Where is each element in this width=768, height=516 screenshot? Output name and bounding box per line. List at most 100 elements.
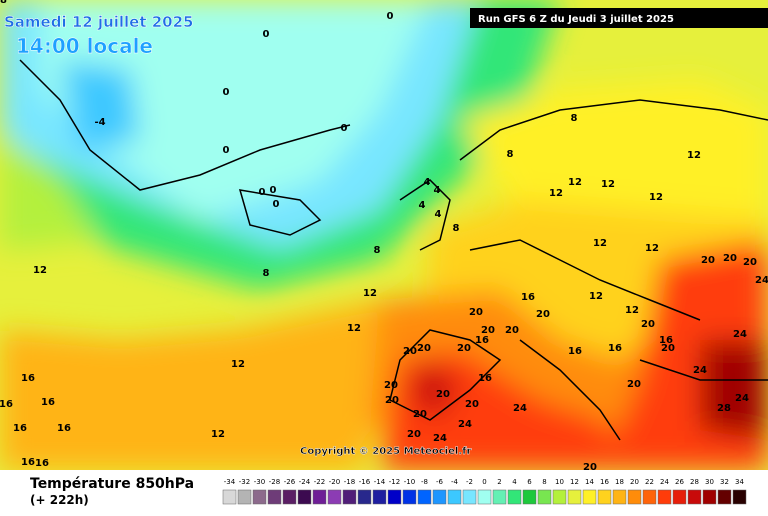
contour-label: 12: [568, 177, 582, 188]
contour-label: 16: [521, 292, 535, 303]
scale-swatch: [387, 489, 402, 505]
contour-label: 16: [568, 346, 582, 357]
run-label: Run GFS 6 Z du Jeudi 3 juillet 2025: [478, 14, 674, 25]
scale-label: 28: [690, 478, 699, 486]
scale-swatch: [252, 489, 267, 505]
contour-label: 0: [273, 199, 280, 210]
scale-label: -20: [329, 478, 340, 486]
contour-label: 0: [270, 185, 277, 196]
scale-label: -2: [466, 478, 473, 486]
contour-label: 20: [465, 399, 479, 410]
scale-label: -16: [359, 478, 371, 486]
scale-swatch: [732, 489, 747, 505]
contour-label: 12: [649, 192, 663, 203]
contour-label: 28: [0, 0, 7, 6]
scale-label: 4: [512, 478, 517, 486]
scale-swatch: [357, 489, 372, 505]
scale-swatch: [282, 489, 297, 505]
scale-label: 6: [527, 478, 532, 486]
contour-label: 12: [625, 305, 639, 316]
contour-label: 12: [231, 359, 245, 370]
contour-label: 16: [608, 343, 622, 354]
contour-label: 24: [433, 433, 447, 444]
scale-swatch: [702, 489, 717, 505]
footer-title: Température 850hPa: [30, 476, 194, 492]
scale-swatch: [552, 489, 567, 505]
scale-label: 12: [570, 478, 579, 486]
contour-label: 24: [735, 393, 749, 404]
scale-swatch: [417, 489, 432, 505]
time-label: 14:00 locale: [16, 34, 153, 58]
contour-label: 20: [457, 343, 471, 354]
scale-label: 16: [600, 478, 609, 486]
scale-swatch: [507, 489, 522, 505]
contour-label: 20: [413, 409, 427, 420]
scale-swatch: [267, 489, 282, 505]
scale-label: 34: [735, 478, 744, 486]
scale-label: 2: [497, 478, 501, 486]
contour-label: 20: [743, 257, 757, 268]
contour-label: 8: [571, 113, 578, 124]
contour-label: 20: [481, 325, 495, 336]
contour-label: 16: [659, 335, 673, 346]
scale-label: -24: [299, 478, 311, 486]
contour-label: 12: [601, 179, 615, 190]
contour-label: 12: [549, 188, 563, 199]
copyright: Copyright © 2025 Meteociel.fr: [300, 446, 471, 457]
scale-swatch: [687, 489, 702, 505]
scale-label: 0: [482, 478, 486, 486]
scale-label: -10: [404, 478, 415, 486]
scale-swatch: [342, 489, 357, 505]
scale-swatch: [237, 489, 252, 505]
contour-label: 16: [21, 457, 35, 468]
scale-swatch: [582, 489, 597, 505]
scale-swatch: [432, 489, 447, 505]
contour-label: 20: [583, 462, 597, 473]
scale-swatch: [717, 489, 732, 505]
temperature-field: [0, 0, 768, 470]
scale-label: 26: [675, 478, 684, 486]
contour-label: 24: [733, 329, 747, 340]
contour-label: 12: [589, 291, 603, 302]
scale-label: -22: [314, 478, 325, 486]
contour-label: 0: [263, 29, 270, 40]
contour-label: 20: [641, 319, 655, 330]
contour-label: 12: [211, 429, 225, 440]
scale-swatch: [567, 489, 582, 505]
contour-label: 16: [35, 458, 49, 469]
scale-swatch: [222, 489, 237, 505]
contour-label: 28: [717, 403, 731, 414]
contour-label: 20: [469, 307, 483, 318]
contour-label: 0: [223, 87, 230, 98]
run-box: [470, 8, 768, 28]
scale-label: 18: [615, 478, 624, 486]
contour-label: 24: [513, 403, 527, 414]
contour-label: 8: [374, 245, 381, 256]
contour-label: 24: [693, 365, 707, 376]
contour-label: 20: [536, 309, 550, 320]
contour-label: 0: [341, 123, 348, 134]
contour-label: 16: [13, 423, 27, 434]
contour-label: 8: [507, 149, 514, 160]
contour-label: 20: [627, 379, 641, 390]
scale-label: -32: [239, 478, 250, 486]
footer-lead: (+ 222h): [30, 493, 89, 507]
scale-swatch: [492, 489, 507, 505]
scale-swatch: [672, 489, 687, 505]
contour-label: 12: [687, 150, 701, 161]
contour-label: 12: [593, 238, 607, 249]
contour-label: 24: [458, 419, 472, 430]
contour-label: 16: [57, 423, 71, 434]
scale-label: -26: [284, 478, 296, 486]
contour-label: 4: [435, 209, 442, 220]
scale-swatch: [537, 489, 552, 505]
scale-swatch: [402, 489, 417, 505]
scale-swatch: [447, 489, 462, 505]
scale-swatch: [297, 489, 312, 505]
contour-label: -4: [94, 117, 105, 128]
scale-label: -8: [421, 478, 428, 486]
scale-label: -34: [224, 478, 236, 486]
contour-label: 16: [475, 335, 489, 346]
contour-label: 16: [478, 373, 492, 384]
